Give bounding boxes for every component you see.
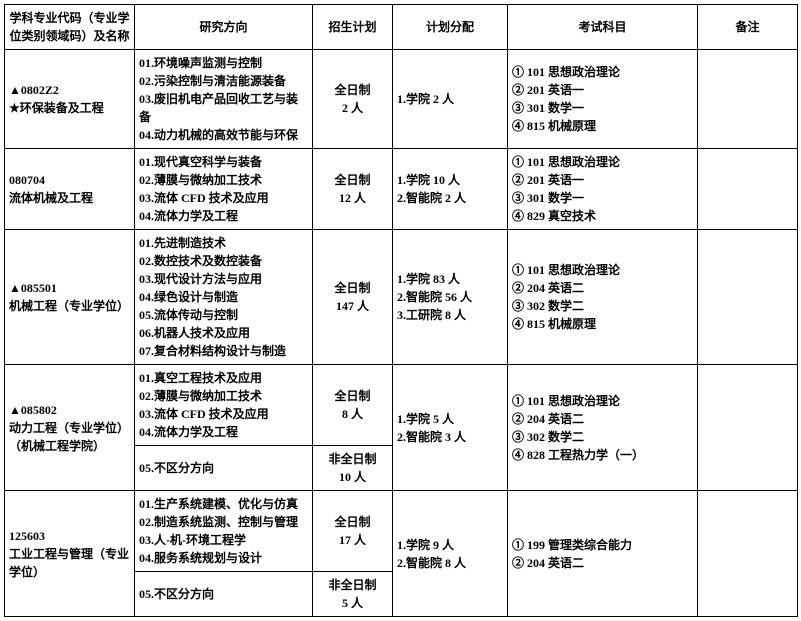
cell-exam: ① 199 管理类综合能力② 204 英语二 — [508, 491, 698, 617]
cell-plan: 全日制17 人 — [313, 491, 393, 572]
cell-exam: ① 101 思想政治理论② 204 英语二③ 302 数学二④ 815 机械原理 — [508, 230, 698, 365]
table-row: ▲0802Z2★环保装备及工程 01.环境噪声监测与控制02.污染控制与清洁能源… — [5, 50, 798, 149]
h4: 计划分配 — [393, 5, 508, 50]
header-row: 学科专业代码（专业学位类别领域码）及名称 研究方向 招生计划 计划分配 考试科目… — [5, 5, 798, 50]
cell-code: ▲085802动力工程（专业学位）（机械工程学院） — [5, 365, 135, 491]
h5: 考试科目 — [508, 5, 698, 50]
cell-note — [698, 50, 798, 149]
cell-alloc: 1.学院 10 人2.智能院 2 人 — [393, 149, 508, 230]
cell-note — [698, 149, 798, 230]
table-row: ▲085802动力工程（专业学位）（机械工程学院） 01.真空工程技术及应用02… — [5, 365, 798, 446]
table-row: 125603工业工程与管理（专业学位） 01.生产系统建模、优化与仿真02.制造… — [5, 491, 798, 572]
cell-note — [698, 230, 798, 365]
cell-plan: 全日制2 人 — [313, 50, 393, 149]
cell-exam: ① 101 思想政治理论② 201 英语一③ 301 数学一④ 815 机械原理 — [508, 50, 698, 149]
cell-dir: 05.不区分方向 — [135, 446, 313, 491]
h6: 备注 — [698, 5, 798, 50]
cell-code: ▲085501机械工程（专业学位） — [5, 230, 135, 365]
cell-dir: 01.先进制造技术02.数控技术及数控装备03.现代设计方法与应用04.绿色设计… — [135, 230, 313, 365]
cell-alloc: 1.学院 83 人2.智能院 56 人3.工研院 8 人 — [393, 230, 508, 365]
cell-plan: 全日制8 人 — [313, 365, 393, 446]
cell-note — [698, 365, 798, 491]
table-body: ▲0802Z2★环保装备及工程 01.环境噪声监测与控制02.污染控制与清洁能源… — [5, 50, 798, 617]
cell-dir: 05.不区分方向 — [135, 572, 313, 617]
h1: 学科专业代码（专业学位类别领域码）及名称 — [5, 5, 135, 50]
cell-dir: 01.环境噪声监测与控制02.污染控制与清洁能源装备03.废旧机电产品回收工艺与… — [135, 50, 313, 149]
table-row: 080704流体机械及工程 01.现代真空科学与装备02.薄膜与微纳加工技术03… — [5, 149, 798, 230]
cell-plan: 非全日制10 人 — [313, 446, 393, 491]
admissions-table: 学科专业代码（专业学位类别领域码）及名称 研究方向 招生计划 计划分配 考试科目… — [4, 4, 798, 617]
cell-code: ▲0802Z2★环保装备及工程 — [5, 50, 135, 149]
cell-code: 125603工业工程与管理（专业学位） — [5, 491, 135, 617]
h3: 招生计划 — [313, 5, 393, 50]
cell-alloc: 1.学院 2 人 — [393, 50, 508, 149]
cell-note — [698, 491, 798, 617]
cell-exam: ① 101 思想政治理论② 204 英语二③ 302 数学二④ 828 工程热力… — [508, 365, 698, 491]
cell-dir: 01.现代真空科学与装备02.薄膜与微纳加工技术03.流体 CFD 技术及应用0… — [135, 149, 313, 230]
cell-dir: 01.生产系统建模、优化与仿真02.制造系统监测、控制与管理03.人-机-环境工… — [135, 491, 313, 572]
cell-plan: 非全日制5 人 — [313, 572, 393, 617]
cell-exam: ① 101 思想政治理论② 201 英语一③ 301 数学一④ 829 真空技术 — [508, 149, 698, 230]
cell-dir: 01.真空工程技术及应用02.薄膜与微纳加工技术03.流体 CFD 技术及应用0… — [135, 365, 313, 446]
h2: 研究方向 — [135, 5, 313, 50]
table-row: ▲085501机械工程（专业学位） 01.先进制造技术02.数控技术及数控装备0… — [5, 230, 798, 365]
cell-plan: 全日制12 人 — [313, 149, 393, 230]
cell-code: 080704流体机械及工程 — [5, 149, 135, 230]
cell-alloc: 1.学院 9 人2.智能院 8 人 — [393, 491, 508, 617]
cell-plan: 全日制147 人 — [313, 230, 393, 365]
cell-alloc: 1.学院 5 人2.智能院 3 人 — [393, 365, 508, 491]
